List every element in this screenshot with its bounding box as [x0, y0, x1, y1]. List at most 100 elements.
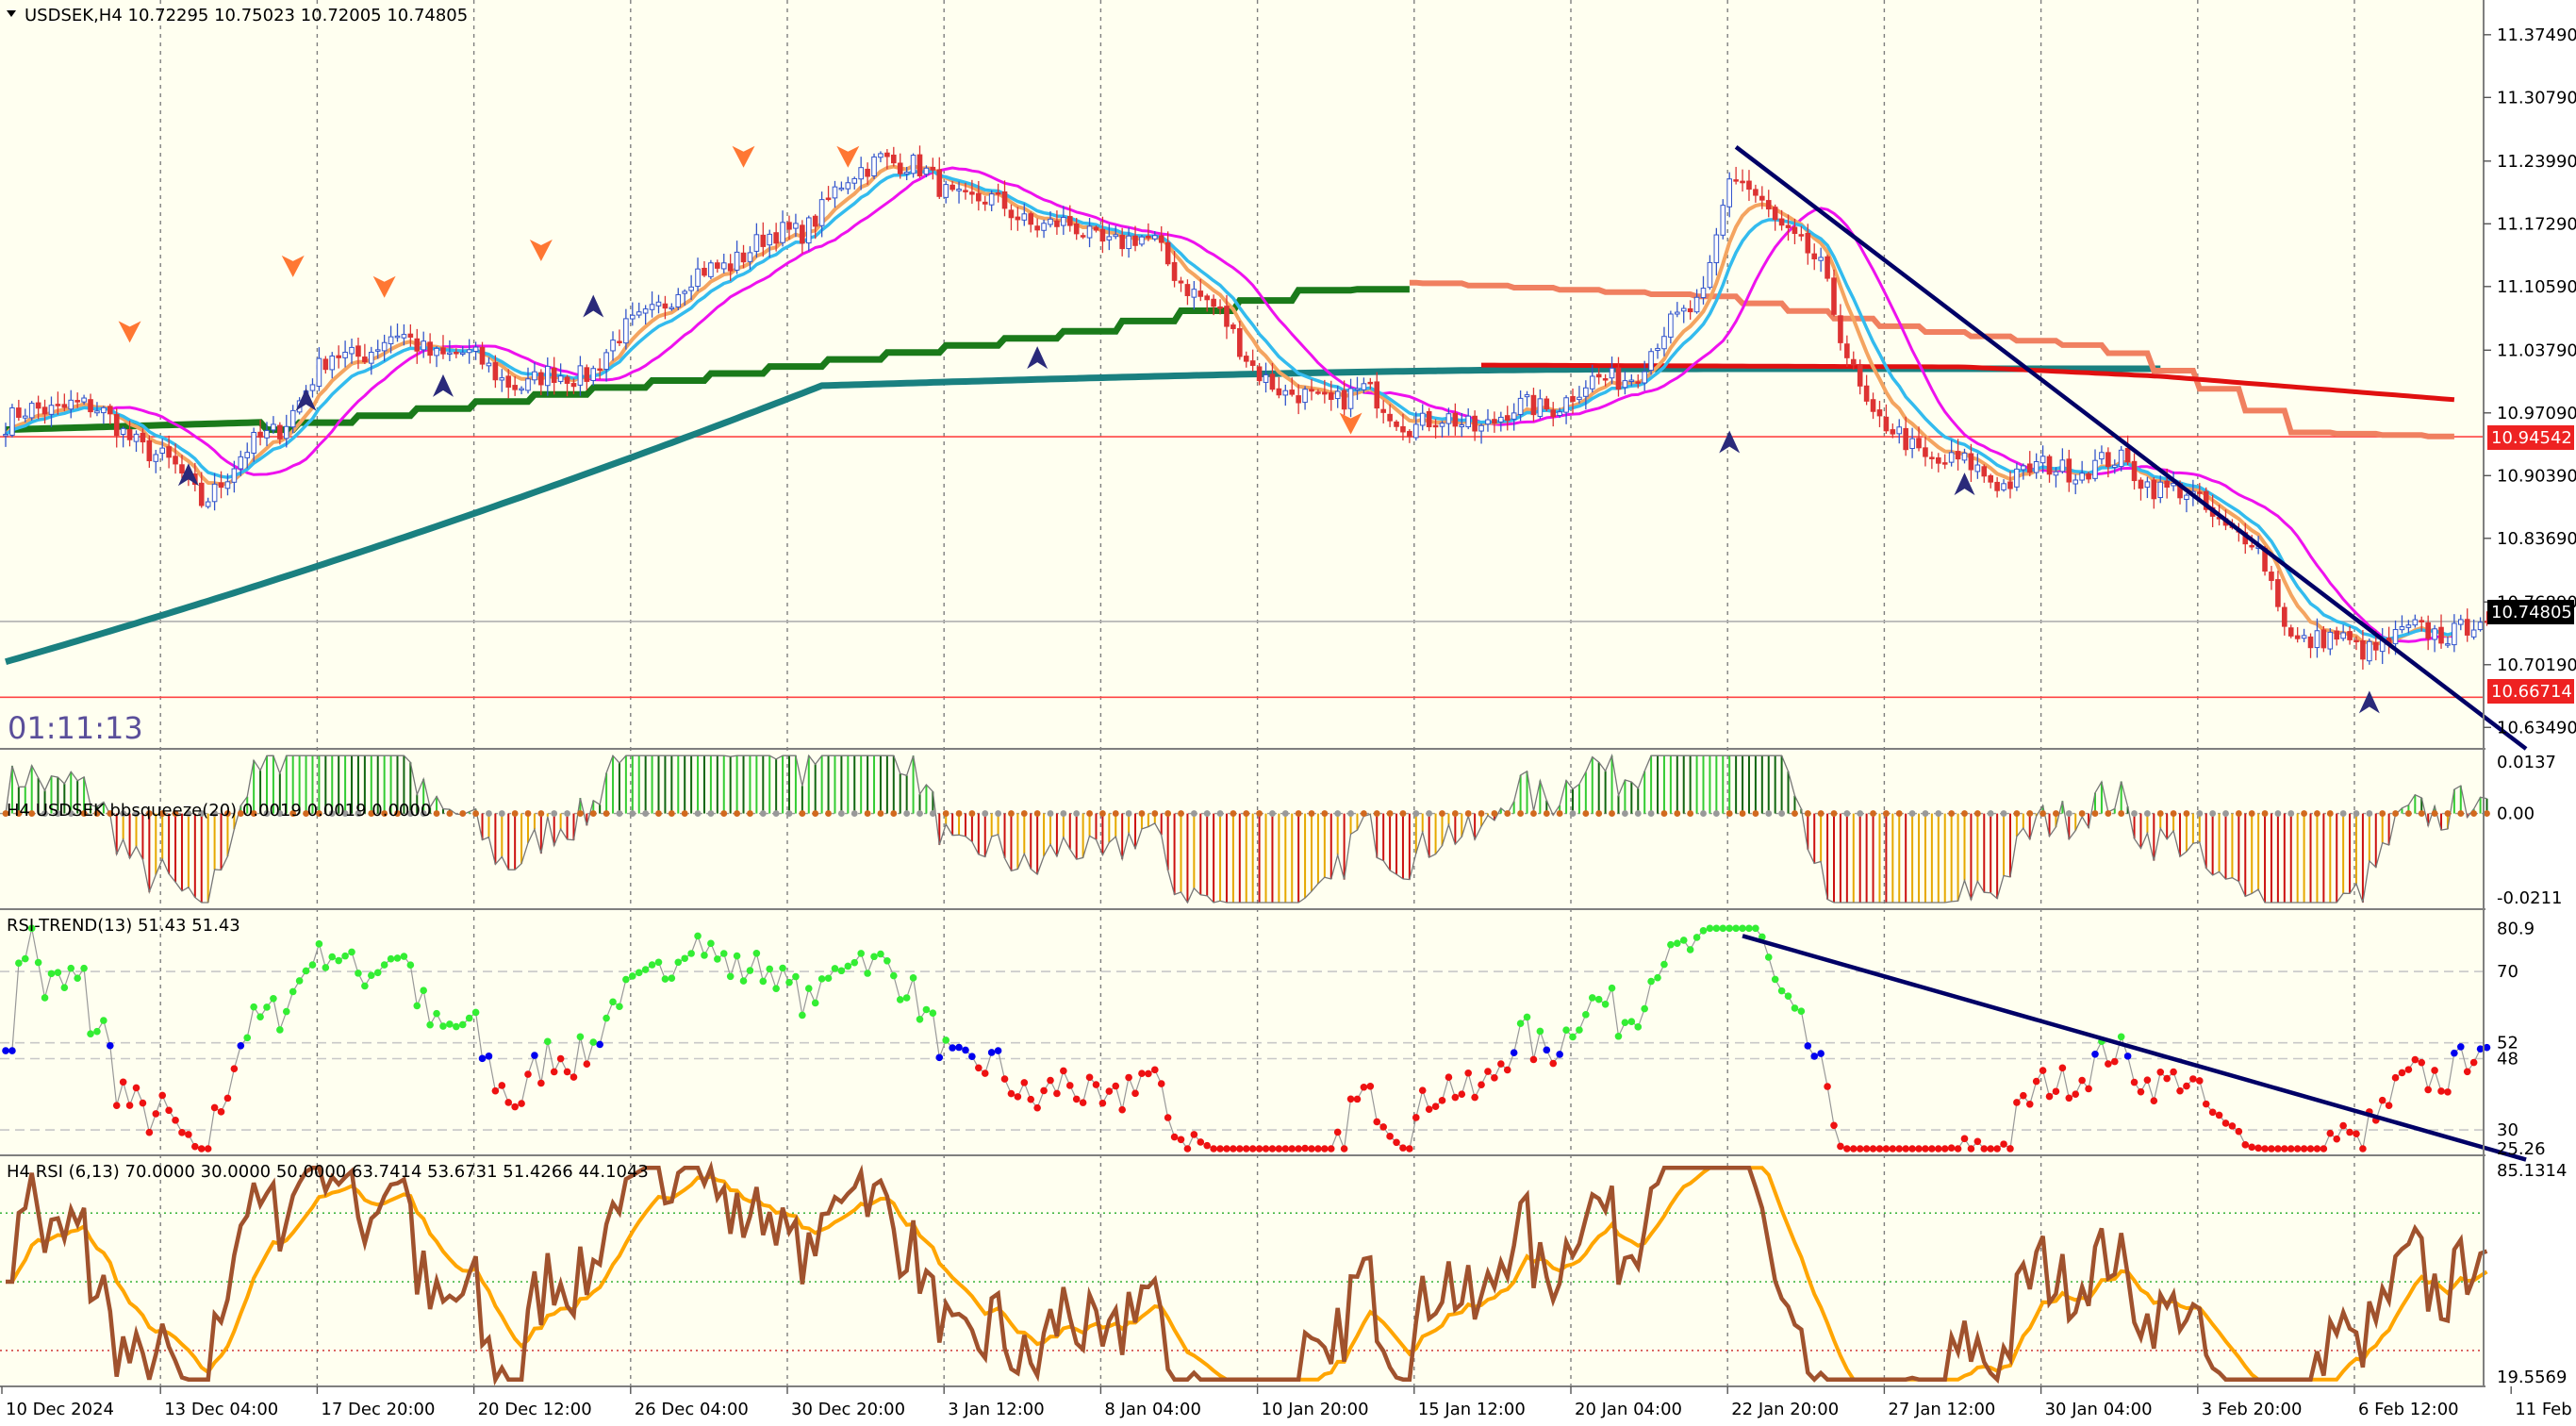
rsi-trend-dot	[1549, 1059, 1558, 1068]
rsi-trend-dot	[2398, 1069, 2406, 1077]
squeeze-dot	[812, 810, 819, 817]
rsi-trend-dot	[139, 1099, 147, 1107]
bull-candle	[101, 406, 107, 414]
time-tick-label: 13 Dec 04:00	[164, 1400, 278, 1419]
rsi-trend-dot	[112, 1102, 121, 1109]
squeeze-dot	[2039, 810, 2047, 817]
bear-candle	[16, 407, 22, 418]
bear-candle	[570, 383, 577, 388]
rsi-trend-dot	[1830, 1121, 1838, 1130]
time-tick-label: 20 Dec 12:00	[478, 1400, 592, 1419]
rsi-trend-dot	[1804, 1042, 1812, 1050]
rsi-trend-dot	[1947, 1144, 1956, 1152]
bear-candle	[1341, 390, 1347, 410]
squeeze-dot	[1281, 810, 1289, 817]
price-tick-label: 11.37490	[2497, 25, 2576, 45]
bear-candle	[1197, 290, 1204, 297]
bear-candle	[1923, 447, 1928, 457]
bull-candle	[2405, 624, 2412, 628]
bear-candle	[2307, 636, 2314, 649]
rsi-trend-dot	[707, 939, 715, 948]
rsi-trend-dot	[1875, 1145, 1884, 1152]
rsi-trend-dot	[1216, 1145, 1224, 1152]
rsi-trend-dot	[237, 1041, 245, 1050]
rsi-trend-dot	[1346, 1095, 1355, 1103]
squeeze-dot	[120, 810, 127, 817]
rsi-trend-dot	[1706, 924, 1714, 933]
bear-candle	[41, 406, 48, 415]
squeeze-dot	[1647, 810, 1655, 817]
rsi-trend-dot	[1190, 1131, 1198, 1138]
bear-candle	[949, 184, 955, 191]
bear-candle	[113, 414, 120, 437]
rsi-trend-dot	[2228, 1122, 2237, 1130]
long-moving-average-line	[5, 365, 2161, 666]
buy-arrow-icon	[295, 388, 317, 411]
chevron-down-icon[interactable]	[7, 10, 16, 17]
squeeze-dot	[1609, 810, 1615, 817]
sell-arrow-icon	[732, 145, 755, 168]
squeeze-dot	[2366, 810, 2373, 817]
bear-candle	[1936, 456, 1941, 464]
squeeze-dot	[968, 810, 976, 817]
bear-candle	[1687, 307, 1693, 313]
bull-candle	[329, 355, 336, 371]
rsi-trend-dot	[1471, 1093, 1478, 1102]
squeeze-dot	[1687, 810, 1694, 817]
bear-candle	[538, 372, 544, 386]
bull-candle	[1347, 388, 1354, 409]
rsi-trend-dot	[1118, 1105, 1126, 1114]
rsi-pane[interactable]: 85.1314 19.5569	[0, 1160, 2567, 1387]
current-price-tag: 10.74805	[2487, 600, 2574, 624]
bear-candle	[963, 190, 968, 192]
squeeze-dot	[433, 810, 440, 817]
time-tick-label: 6 Feb 12:00	[2358, 1400, 2459, 1419]
squeeze-dot	[1216, 810, 1224, 817]
bull-candle	[159, 447, 165, 454]
rsi-trend-dot	[1393, 1138, 1400, 1147]
squeeze-dot	[1099, 810, 1106, 817]
fast-ema-line	[5, 169, 2455, 641]
bear-candle	[1028, 213, 1034, 225]
price-pane[interactable]	[0, 145, 2528, 751]
rsi-trend-dot	[1935, 1145, 1942, 1152]
rsi-trend-dot	[93, 1027, 101, 1036]
rsi-trend-dot	[942, 1036, 949, 1044]
price-tick-label: 10.90390	[2497, 466, 2576, 486]
squeeze-header: H4 USDSEK bbsqueeze(20) 0.0019 0.0019 0.…	[7, 801, 431, 821]
squeeze-pane[interactable]: 0.0137 0.00 -0.0211	[0, 753, 2562, 908]
rsi-trend-dot	[191, 1142, 199, 1151]
rsi-trend-dot	[2150, 1097, 2158, 1104]
bull-candle	[557, 375, 564, 382]
bull-candle	[401, 334, 407, 339]
bull-candle	[1896, 426, 1903, 435]
bear-candle	[2287, 627, 2294, 637]
squeeze-dot	[551, 810, 558, 817]
bear-candle	[35, 402, 41, 409]
rsi-trend-dot	[2313, 1145, 2321, 1152]
rsi-trend-dot	[570, 1073, 578, 1081]
squeeze-dot	[459, 810, 467, 817]
squeeze-dot	[942, 810, 949, 817]
squeeze-dot	[629, 810, 636, 817]
bear-candle	[884, 152, 890, 158]
rsi-trend-dot	[949, 1044, 956, 1052]
rsi-trend-dot	[2359, 1145, 2367, 1152]
rsi-trend-dot	[2254, 1144, 2262, 1152]
squeeze-dot	[1190, 810, 1197, 817]
rsi-trend-dot	[2353, 1130, 2360, 1137]
rsi-trend-dot	[792, 972, 800, 981]
rsi-trend-dot	[107, 1041, 114, 1050]
bull-candle	[120, 427, 126, 436]
squeeze-dot	[28, 810, 36, 817]
squeeze-dot	[2, 810, 9, 817]
squeeze-dot	[1464, 810, 1472, 817]
rsi-trend-dot	[681, 954, 688, 963]
rsi-trend-dot	[1601, 1001, 1610, 1008]
squeeze-dot	[2183, 810, 2190, 817]
bull-candle	[1354, 388, 1361, 391]
squeeze-dot	[1112, 810, 1119, 817]
